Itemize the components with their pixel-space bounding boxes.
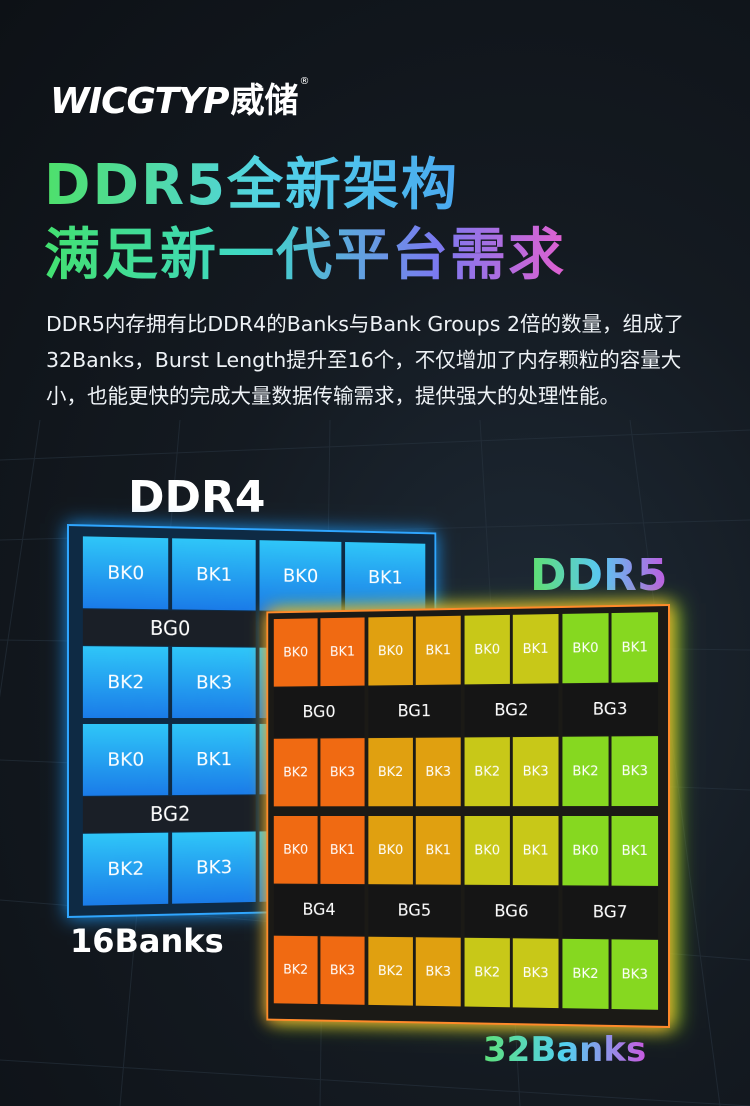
ddr4-bank-count: 16Banks bbox=[70, 922, 224, 960]
ddr5-bank-cell: BK2 bbox=[274, 738, 318, 806]
ddr4-bank-cell: BK0 bbox=[259, 540, 341, 611]
ddr5-bank-cell: BK2 bbox=[465, 938, 510, 1008]
headline-line-2: 满足新一代平台需求 bbox=[44, 210, 566, 291]
ddr5-bank-group-label: BG7 bbox=[562, 886, 658, 939]
ddr5-bank-cell: BK1 bbox=[513, 816, 559, 885]
ddr4-bank-cell: BK0 bbox=[83, 724, 168, 795]
ddr4-bank-cell: BK3 bbox=[172, 832, 256, 904]
ddr4-bank-cell: BK3 bbox=[172, 647, 256, 718]
ddr4-bank-group-label: BG2 bbox=[83, 795, 256, 833]
ddr5-bank-cell: BK3 bbox=[416, 937, 461, 1006]
ddr5-bank-cell: BK3 bbox=[320, 936, 364, 1005]
ddr5-bank-group-label: BG3 bbox=[562, 683, 658, 736]
ddr5-bank-cell: BK3 bbox=[612, 939, 659, 1009]
ddr4-bank-cell: BK1 bbox=[345, 542, 425, 612]
ddr5-bank-cell: BK3 bbox=[513, 938, 559, 1008]
ddr4-title: DDR4 bbox=[128, 472, 266, 523]
ddr5-bank-cell: BK2 bbox=[368, 738, 413, 806]
ddr5-bank-group-label: BG6 bbox=[465, 886, 559, 938]
brand-latin: WICGTYP bbox=[50, 81, 228, 122]
headline-line-1: DDR5全新架构 bbox=[44, 140, 459, 221]
ddr5-bank-cell: BK1 bbox=[612, 612, 659, 682]
ddr5-bank-cell: BK2 bbox=[465, 737, 510, 806]
description-text: DDR5内存拥有比DDR4的Banks与Bank Groups 2倍的数量，组成… bbox=[46, 306, 706, 414]
ddr5-bank-cell: BK3 bbox=[416, 737, 461, 806]
ddr5-bank-cell: BK1 bbox=[320, 816, 364, 884]
ddr5-bank-cell: BK1 bbox=[416, 816, 461, 885]
registered-mark: ® bbox=[299, 76, 309, 87]
ddr5-bank-cell: BK0 bbox=[562, 613, 608, 683]
ddr4-bank-cell: BK1 bbox=[172, 724, 256, 795]
ddr5-bank-group-label: BG1 bbox=[368, 685, 460, 737]
ddr5-bank-cell: BK0 bbox=[562, 816, 608, 886]
ddr5-bank-group-label: BG2 bbox=[465, 684, 559, 736]
ddr5-bank-group-label: BG0 bbox=[274, 687, 365, 738]
ddr5-bank-cell: BK1 bbox=[320, 617, 364, 686]
ddr5-bank-count: 32Banks bbox=[483, 1030, 646, 1070]
ddr5-bank-cell: BK3 bbox=[513, 737, 559, 806]
ddr5-bank-cell: BK2 bbox=[368, 937, 413, 1006]
ddr5-bank-cell: BK0 bbox=[465, 816, 510, 885]
ddr5-bank-cell: BK2 bbox=[562, 939, 608, 1009]
ddr4-bank-cell: BK2 bbox=[83, 833, 168, 906]
ddr5-bank-cell: BK3 bbox=[320, 738, 364, 806]
ddr5-bank-cell: BK0 bbox=[368, 617, 413, 686]
ddr4-bank-cell: BK1 bbox=[172, 538, 256, 610]
brand-chinese: 威储 bbox=[230, 73, 298, 122]
ddr5-bank-cell: BK1 bbox=[513, 614, 559, 684]
ddr5-bank-cell: BK0 bbox=[274, 816, 318, 884]
ddr4-bank-group-label: BG0 bbox=[83, 609, 256, 647]
ddr5-bank-diagram: BK0 BK1 BK2 BK3 BG0 BK0 BK1 BK2 BK3 BG1 BK0 BK1 BK2 B… bbox=[266, 604, 670, 1028]
ddr5-bank-cell: BK1 bbox=[416, 616, 461, 685]
ddr4-bank-cell: BK0 bbox=[83, 536, 168, 609]
ddr5-bank-group-label: BG4 bbox=[274, 885, 365, 936]
ddr5-bank-cell: BK2 bbox=[562, 736, 608, 806]
brand-logo: WICGTYP 威储 ® bbox=[50, 62, 309, 122]
ddr5-bank-cell: BK0 bbox=[274, 618, 318, 686]
ddr5-bank-cell: BK2 bbox=[274, 936, 318, 1004]
ddr5-bank-cell: BK0 bbox=[465, 615, 510, 685]
ddr5-bank-cell: BK0 bbox=[368, 816, 413, 884]
ddr5-bank-cell: BK1 bbox=[612, 816, 659, 886]
ddr5-bank-group-label: BG5 bbox=[368, 885, 460, 937]
ddr5-title: DDR5 bbox=[530, 550, 668, 601]
ddr4-bank-cell: BK2 bbox=[83, 647, 168, 718]
ddr5-bank-cell: BK3 bbox=[612, 736, 659, 806]
